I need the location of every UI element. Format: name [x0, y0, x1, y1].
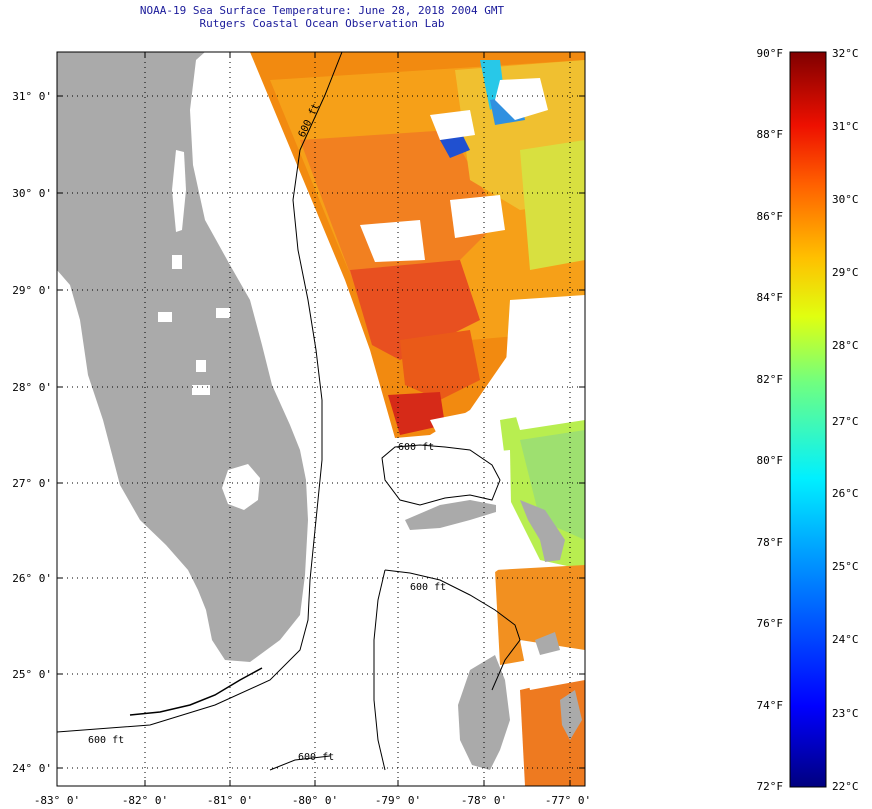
isobath-contours: [57, 52, 521, 771]
cloud-gaps: [360, 78, 585, 690]
lat-label: 27° 0': [12, 477, 52, 490]
longitude-labels: -83° 0' -82° 0' -81° 0' -80° 0' -79° 0' …: [34, 794, 591, 807]
lat-label: 28° 0': [12, 381, 52, 394]
colorbar-f-label: 88°F: [757, 128, 784, 141]
abaco-islands: [520, 500, 565, 562]
contour-label-600ft: 600 ft: [298, 752, 334, 763]
colorbar-f-label: 78°F: [757, 536, 784, 549]
graticule: [57, 52, 585, 786]
colorbar-c-label: 22°C: [832, 780, 859, 793]
inland-lake: [158, 312, 172, 322]
colorbar-f-label: 86°F: [757, 210, 784, 223]
lat-label: 29° 0': [12, 284, 52, 297]
colorbar-f-label: 80°F: [757, 454, 784, 467]
colorbar-f-label: 84°F: [757, 291, 784, 304]
colorbar-c-label: 24°C: [832, 633, 859, 646]
colorbar-f-label: 72°F: [757, 780, 784, 793]
lon-label: -81° 0': [207, 794, 253, 807]
grand-bahama: [405, 500, 496, 530]
colorbar-c-label: 23°C: [832, 707, 859, 720]
lat-label: 30° 0': [12, 187, 52, 200]
eleuthera: [560, 690, 582, 740]
colorbar-c-label: 32°C: [832, 47, 859, 60]
colorbar-c-label: 25°C: [832, 560, 859, 573]
map-title: NOAA-19 Sea Surface Temperature: June 28…: [57, 4, 587, 30]
lat-label: 25° 0': [12, 668, 52, 681]
contour-label-600ft: 600 ft: [88, 735, 124, 746]
lon-label: -78° 0': [461, 794, 507, 807]
inland-lake: [172, 255, 182, 269]
colorbar-f-label: 82°F: [757, 373, 784, 386]
colorbar-f-label: 90°F: [757, 47, 784, 60]
lon-label: -77° 0': [545, 794, 591, 807]
florida-landmass: [57, 52, 308, 662]
colorbar-f-label: 74°F: [757, 699, 784, 712]
axis-ticks: [57, 52, 585, 786]
color-bar-gradient: [789, 51, 827, 788]
lon-label: -82° 0': [122, 794, 168, 807]
map-frame: [56, 51, 586, 787]
fahrenheit-scale: 90°F 88°F 86°F 84°F 82°F 80°F 78°F 76°F …: [757, 47, 784, 793]
title-line-2: Rutgers Coastal Ocean Observation Lab: [199, 17, 445, 30]
colorbar-c-label: 28°C: [832, 339, 859, 352]
lake-okeechobee: [222, 464, 260, 510]
contour-label-600ft: 600 ft: [410, 582, 446, 593]
st-johns-river: [172, 150, 186, 232]
inland-lake: [216, 308, 230, 318]
sst-swath: [250, 52, 585, 786]
colorbar-c-label: 30°C: [832, 193, 859, 206]
latitude-labels: 31° 0' 30° 0' 29° 0' 28° 0' 27° 0' 26° 0…: [12, 90, 52, 775]
celsius-scale: 32°C 31°C 30°C 29°C 28°C 27°C 26°C 25°C …: [832, 47, 859, 793]
lat-label: 24° 0': [12, 762, 52, 775]
inland-lake: [192, 385, 210, 395]
title-line-1: NOAA-19 Sea Surface Temperature: June 28…: [139, 4, 505, 17]
florida-keys: [129, 667, 263, 716]
lat-label: 26° 0': [12, 572, 52, 585]
contour-label-600ft: 600 ft: [398, 442, 434, 453]
inland-lake: [196, 360, 206, 372]
colorbar-c-label: 26°C: [832, 487, 859, 500]
colorbar-c-label: 27°C: [832, 415, 859, 428]
color-bar: 90°F 88°F 86°F 84°F 82°F 80°F 78°F 76°F …: [757, 47, 859, 793]
colorbar-f-label: 76°F: [757, 617, 784, 630]
lon-label: -79° 0': [375, 794, 421, 807]
bahamas-islets: [535, 632, 560, 655]
lon-label: -83° 0': [34, 794, 80, 807]
colorbar-c-label: 29°C: [832, 266, 859, 279]
colorbar-c-label: 31°C: [832, 120, 859, 133]
lon-label: -80° 0': [292, 794, 338, 807]
lat-label: 31° 0': [12, 90, 52, 103]
